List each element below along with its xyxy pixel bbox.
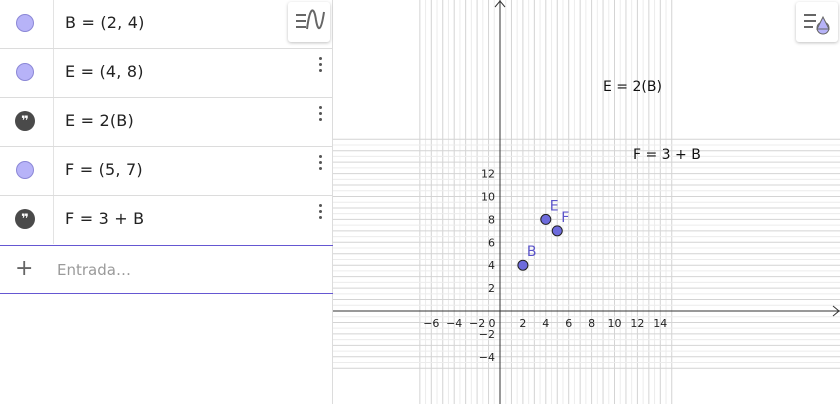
style-bar-icon bbox=[296, 9, 325, 30]
x-tick-label: 6 bbox=[565, 317, 572, 330]
x-tick-label: −2 bbox=[469, 317, 485, 330]
y-axis-arrow-icon bbox=[494, 0, 506, 8]
y-tick-label: 4 bbox=[488, 259, 495, 272]
row-divider bbox=[53, 49, 54, 97]
more-options-icon[interactable] bbox=[317, 57, 323, 75]
point-e[interactable] bbox=[540, 213, 552, 225]
more-options-icon[interactable] bbox=[317, 155, 323, 173]
graphics-text-object: E = 2(B) bbox=[603, 79, 662, 95]
algebra-row-text-f[interactable]: ❞ F = 3 + B bbox=[0, 196, 333, 245]
x-tick-label: 2 bbox=[519, 317, 526, 330]
y-tick-label: 12 bbox=[481, 168, 495, 181]
formula-text[interactable]: E = 2(B) bbox=[65, 111, 134, 130]
algebra-row-f[interactable]: F = (5, 7) bbox=[0, 147, 333, 196]
row-divider bbox=[53, 98, 54, 146]
more-options-icon[interactable] bbox=[317, 204, 323, 222]
point-f[interactable] bbox=[551, 225, 563, 237]
point-b[interactable] bbox=[517, 259, 529, 271]
formula-text[interactable]: B = (2, 4) bbox=[65, 13, 145, 32]
algebra-input-row[interactable]: + bbox=[0, 245, 333, 294]
algebra-view: B = (2, 4) E = (4, 8) ❞ E = 2(B) F = (5,… bbox=[0, 0, 333, 404]
y-tick-label: −2 bbox=[479, 328, 495, 341]
more-options-icon[interactable] bbox=[317, 106, 323, 124]
visibility-marble-icon[interactable] bbox=[16, 161, 34, 179]
point-label: F bbox=[561, 210, 569, 226]
x-tick-label: −4 bbox=[446, 317, 462, 330]
y-tick-label: 10 bbox=[481, 191, 495, 204]
formula-text[interactable]: F = (5, 7) bbox=[65, 160, 143, 179]
graphics-view[interactable]: −6 −4 −2 0 2 4 6 8 10 12 14 12 10 8 6 4 2 −2 −4 E = 2(B) F =… bbox=[333, 0, 840, 404]
x-tick-label: 14 bbox=[653, 317, 667, 330]
formula-text[interactable]: E = (4, 8) bbox=[65, 62, 144, 81]
algebra-input[interactable] bbox=[55, 257, 319, 283]
x-axis-arrow-icon bbox=[832, 305, 840, 317]
y-tick-label: −4 bbox=[479, 351, 495, 364]
y-tick-label: 8 bbox=[488, 213, 495, 226]
point-label: B bbox=[527, 244, 537, 260]
x-tick-label: 0 bbox=[489, 317, 496, 330]
algebra-style-bar-button[interactable] bbox=[288, 2, 330, 42]
quote-icon[interactable]: ❞ bbox=[15, 209, 35, 229]
y-tick-label: 2 bbox=[488, 282, 495, 295]
x-tick-label: −6 bbox=[423, 317, 439, 330]
row-divider bbox=[53, 147, 54, 195]
x-tick-label: 12 bbox=[630, 317, 644, 330]
y-tick-label: 6 bbox=[488, 236, 495, 249]
formula-text[interactable]: F = 3 + B bbox=[65, 209, 145, 228]
visibility-marble-icon[interactable] bbox=[16, 14, 34, 32]
x-tick-label: 8 bbox=[588, 317, 595, 330]
graphics-style-bar-button[interactable] bbox=[796, 2, 838, 42]
point-label: E bbox=[550, 198, 559, 214]
plus-icon[interactable]: + bbox=[15, 256, 34, 281]
algebra-row-e[interactable]: E = (4, 8) bbox=[0, 49, 333, 98]
row-divider bbox=[53, 0, 54, 48]
visibility-marble-icon[interactable] bbox=[16, 63, 34, 81]
x-tick-label: 4 bbox=[542, 317, 549, 330]
row-divider bbox=[53, 196, 54, 244]
graphics-text-object: F = 3 + B bbox=[633, 147, 701, 163]
x-tick-label: 10 bbox=[608, 317, 622, 330]
quote-icon[interactable]: ❞ bbox=[15, 111, 35, 131]
graphics-style-bar-icon bbox=[804, 14, 830, 35]
algebra-row-b[interactable]: B = (2, 4) bbox=[0, 0, 333, 49]
algebra-row-text-e[interactable]: ❞ E = 2(B) bbox=[0, 98, 333, 147]
